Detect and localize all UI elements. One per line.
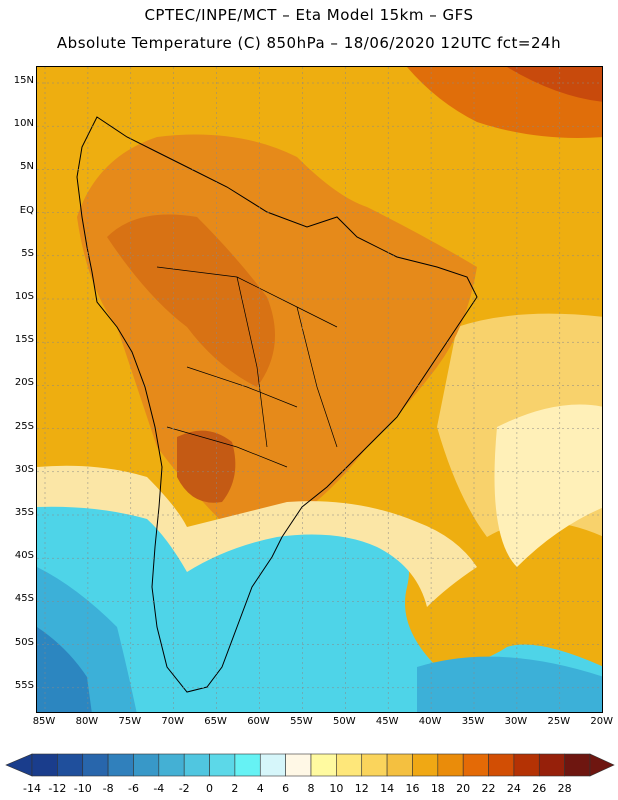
legend-label: 14 — [380, 782, 395, 795]
color-legend — [5, 753, 615, 777]
legend-swatch — [209, 753, 236, 777]
legend-swatch — [31, 753, 58, 777]
lat-label: 15S — [14, 334, 34, 346]
field-colder-southeast — [417, 656, 602, 712]
legend-label: -12 — [48, 782, 67, 795]
border-lines — [156, 266, 338, 468]
legend-swatch — [82, 753, 109, 777]
legend-swatch — [285, 753, 312, 777]
lon-label: 25W — [547, 716, 571, 727]
lon-label: 70W — [161, 716, 184, 727]
lat-label: 50S — [14, 636, 34, 648]
lon-label: 45W — [375, 716, 399, 727]
legend-label: 6 — [282, 782, 290, 795]
field-cold-south — [37, 495, 602, 712]
title-line-2: Absolute Temperature (C) 850hPa – 18/06/… — [56, 34, 562, 52]
field-land-hot — [107, 214, 275, 387]
legend-swatch — [361, 753, 388, 777]
legend-swatch — [513, 753, 540, 777]
legend-label: -8 — [102, 782, 114, 795]
lat-label: 10S — [14, 291, 34, 302]
legend-swatch — [133, 753, 160, 777]
legend-label: 4 — [256, 782, 264, 795]
legend-swatch — [234, 753, 261, 777]
legend-swatch — [158, 753, 185, 777]
lat-label: 55S — [14, 679, 34, 691]
temperature-map — [36, 66, 603, 713]
legend-swatch — [386, 753, 413, 777]
lat-label: 5S — [21, 247, 34, 259]
lon-label: 75W — [118, 716, 142, 727]
lat-label: 20S — [14, 377, 34, 389]
lat-label: 10N — [13, 118, 34, 130]
field-very-hot-patch — [177, 430, 236, 503]
field-neutral-south-edge — [37, 465, 477, 607]
lat-label: 35S — [14, 507, 34, 518]
legend-label: 10 — [329, 782, 344, 795]
legend-label: 2 — [231, 782, 239, 795]
lon-label: 55W — [290, 716, 313, 727]
lat-label: EQ — [19, 204, 34, 216]
coastline-south-america — [76, 116, 478, 693]
legend-swatch — [437, 753, 464, 777]
legend-swatch — [310, 753, 337, 777]
legend-label: 28 — [557, 782, 572, 795]
lat-label: 25S — [14, 420, 34, 432]
legend-swatch — [336, 753, 363, 777]
legend-label: -14 — [23, 782, 41, 795]
legend-swatch — [462, 753, 489, 777]
legend-swatch — [412, 753, 439, 777]
legend-swatch — [107, 753, 134, 777]
legend-label: 12 — [354, 782, 369, 795]
legend-arrow-left — [5, 753, 33, 777]
lon-label: 50W — [332, 716, 356, 727]
lon-label: 35W — [461, 716, 485, 727]
legend-label: 16 — [405, 782, 420, 795]
legend-label: 0 — [206, 782, 214, 795]
legend-arrow-right — [589, 753, 615, 777]
legend-swatch — [564, 753, 591, 777]
lat-label: 45S — [14, 593, 34, 605]
lat-label: 30S — [14, 463, 34, 475]
lon-label: 85W — [32, 716, 56, 727]
legend-label: -2 — [178, 782, 190, 795]
lon-label: 30W — [504, 716, 528, 727]
legend-label: -4 — [153, 782, 165, 795]
legend-label: 26 — [532, 782, 547, 795]
legend-swatch — [538, 753, 565, 777]
legend-label: 20 — [456, 782, 471, 795]
legend-label: -10 — [73, 782, 92, 795]
legend-label: -6 — [127, 782, 139, 795]
lon-label: 20W — [590, 716, 613, 727]
field-very-hot-northeast — [507, 67, 602, 102]
legend-label: 24 — [506, 782, 521, 795]
lon-label: 80W — [75, 716, 99, 727]
legend-label: 22 — [481, 782, 496, 795]
lon-label: 60W — [247, 716, 270, 727]
legend-swatch — [259, 753, 286, 777]
lat-label: 5N — [20, 161, 34, 173]
lat-label: 15N — [13, 75, 34, 86]
lon-label: 40W — [418, 716, 442, 727]
legend-swatch — [183, 753, 210, 777]
field-neutral-east — [494, 404, 602, 567]
title-line-1: CPTEC/INPE/MCT – Eta Model 15km – GFS — [144, 6, 474, 24]
field-coldest-southwest — [37, 627, 92, 712]
lat-label: 40S — [14, 550, 34, 562]
legend-swatch — [488, 753, 515, 777]
lon-label: 65W — [204, 716, 227, 727]
legend-label: 18 — [430, 782, 445, 795]
legend-swatch — [57, 753, 84, 777]
legend-label: 8 — [307, 782, 315, 795]
